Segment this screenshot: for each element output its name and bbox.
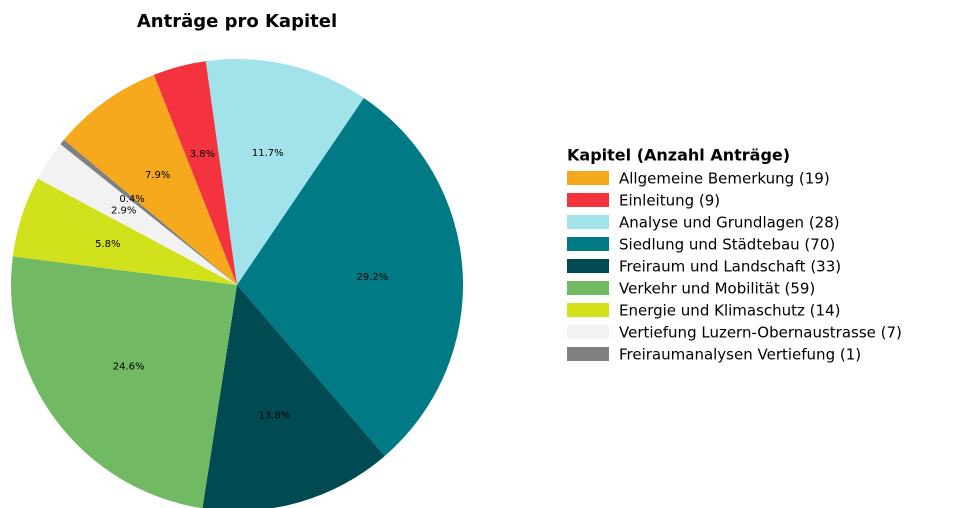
chart-title: Anträge pro Kapitel: [137, 11, 337, 32]
legend-label: Freiraumanalysen Vertiefung (1): [619, 346, 861, 364]
legend-label: Energie und Klimaschutz (14): [619, 302, 840, 320]
slice-label: 7.9%: [145, 170, 170, 181]
slice-label: 0.4%: [119, 194, 144, 205]
legend-label: Allgemeine Bemerkung (19): [619, 170, 830, 188]
slice-label: 11.7%: [252, 148, 284, 159]
pie-slice: [11, 256, 237, 508]
legend-title: Kapitel (Anzahl Anträge): [567, 146, 790, 165]
pie-slice: [237, 97, 463, 457]
slice-label: 3.8%: [190, 149, 215, 160]
legend-label: Analyse und Grundlagen (28): [619, 214, 840, 232]
legend-swatch: [567, 303, 609, 317]
slice-label: 29.2%: [356, 272, 388, 283]
legend-label: Siedlung und Städtebau (70): [619, 236, 835, 254]
slice-label: 13.8%: [259, 410, 291, 421]
pie-slice: [153, 61, 237, 286]
legend-label: Vertiefung Luzern-Obernaustrasse (7): [619, 324, 902, 342]
legend-swatch: [567, 347, 609, 361]
slice-label: 2.9%: [111, 205, 136, 216]
legend-swatch: [567, 325, 609, 339]
pie-slice: [60, 139, 237, 285]
pie-slice: [37, 144, 238, 285]
pie-slice: [63, 74, 237, 285]
legend-label: Einleitung (9): [619, 192, 720, 210]
slice-label: 24.6%: [113, 362, 145, 373]
legend-swatch: [567, 259, 609, 273]
slice-label: 5.8%: [95, 239, 120, 250]
pie-slice: [202, 285, 385, 508]
legend-swatch: [567, 237, 609, 251]
legend-swatch: [567, 171, 609, 185]
legend-swatch: [567, 281, 609, 295]
legend-swatch: [567, 215, 609, 229]
pie-slice: [205, 59, 364, 285]
legend-label: Verkehr und Mobilität (59): [619, 280, 815, 298]
legend-swatch: [567, 193, 609, 207]
legend-label: Freiraum und Landschaft (33): [619, 258, 841, 276]
pie-slice: [12, 178, 238, 285]
